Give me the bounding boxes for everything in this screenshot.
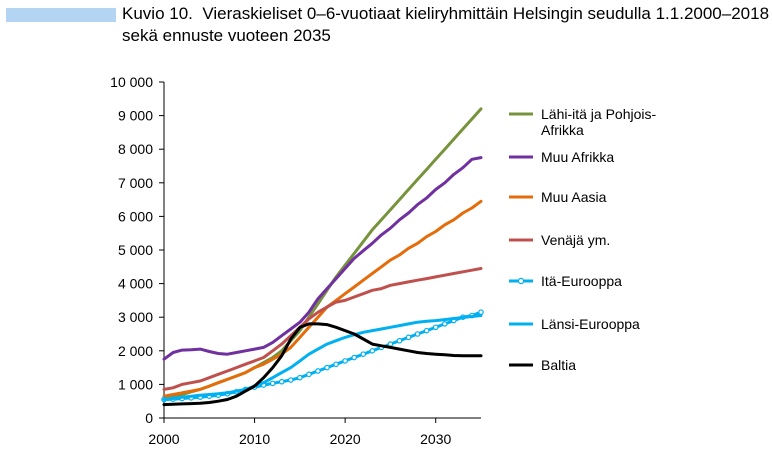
x-tick-label: 2030	[420, 431, 451, 447]
legend-marker	[517, 277, 525, 285]
figure-label: Kuvio 10.	[122, 4, 193, 23]
legend-label: Baltia	[541, 357, 576, 373]
x-tick-label: 2000	[148, 431, 179, 447]
legend-label: Venäjä ym.	[541, 232, 610, 248]
legend-label: Muu Aasia	[541, 189, 607, 205]
data-point	[369, 347, 376, 354]
data-point	[351, 354, 358, 361]
data-point	[269, 380, 276, 387]
data-point	[342, 358, 348, 364]
data-point	[414, 331, 421, 337]
data-point	[423, 327, 430, 334]
data-point	[405, 334, 412, 341]
y-tick-label: 2 000	[118, 343, 153, 359]
data-point	[315, 368, 321, 374]
legend-label: Muu Afrikka	[541, 149, 614, 165]
y-tick-label: 10 000	[110, 74, 153, 90]
data-point	[306, 371, 312, 378]
y-tick-label: 5 000	[118, 242, 153, 258]
data-point	[396, 337, 403, 344]
y-tick-label: 0	[145, 410, 153, 426]
data-point	[478, 309, 484, 315]
data-point	[333, 361, 339, 368]
legend-label: Itä-Eurooppa	[541, 273, 622, 289]
y-tick-label: 6 000	[118, 208, 153, 224]
x-tick-label: 2020	[330, 431, 361, 447]
y-tick-label: 4 000	[118, 276, 153, 292]
series-line	[162, 314, 483, 401]
legend-label: Länsi-Eurooppa	[541, 316, 640, 332]
data-point	[278, 378, 285, 385]
data-point	[432, 324, 439, 331]
y-tick-label: 8 000	[118, 141, 153, 157]
x-tick-label: 2010	[239, 431, 270, 447]
y-tick-label: 7 000	[118, 175, 153, 191]
legend-label: Lähi-itä ja Pohjois-	[541, 106, 657, 122]
data-point	[441, 321, 448, 327]
series-line	[162, 322, 483, 407]
y-tick-label: 1 000	[118, 376, 153, 392]
title-marker	[6, 8, 116, 22]
series-line	[162, 267, 483, 391]
data-point	[297, 374, 303, 381]
data-point	[324, 364, 330, 371]
legend-label: Afrikka	[541, 122, 584, 138]
series-line	[162, 156, 483, 361]
data-point	[287, 377, 294, 383]
y-tick-label: 9 000	[118, 108, 153, 124]
figure-title-text: Vieraskieliset 0–6-vuotiaat kieliryhmitt…	[122, 4, 770, 45]
data-point	[360, 351, 367, 357]
y-tick-label: 3 000	[118, 309, 153, 325]
series-line	[162, 199, 483, 398]
figure-title: Kuvio 10. Vieraskieliset 0–6-vuotiaat ki…	[122, 3, 772, 47]
